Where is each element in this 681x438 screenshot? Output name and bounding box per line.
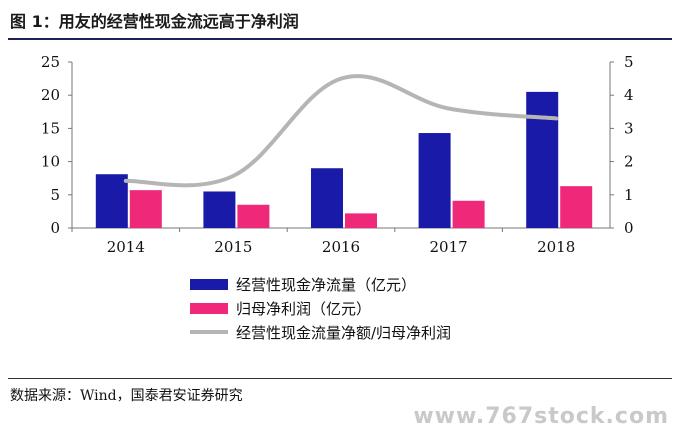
watermark: www.767stock.com bbox=[413, 404, 669, 429]
bar-cashflow bbox=[526, 91, 559, 228]
x-tick-label: 2017 bbox=[430, 238, 468, 256]
y-right-tick-label: 4 bbox=[624, 86, 634, 104]
bar-cashflow bbox=[311, 168, 343, 228]
bar-netprofit bbox=[560, 186, 593, 228]
x-tick-label: 2018 bbox=[537, 238, 575, 256]
bar-cashflow bbox=[95, 174, 128, 228]
legend-label-ratio: 经营性现金流量净额/归母净利润 bbox=[236, 323, 452, 342]
y-right-tick-label: 1 bbox=[624, 186, 634, 204]
y-left-tick-label: 15 bbox=[41, 119, 60, 137]
y-left-tick-label: 25 bbox=[41, 53, 60, 71]
y-right-tick-label: 2 bbox=[624, 153, 634, 171]
chart-title: 图 1：用友的经营性现金流远高于净利润 bbox=[10, 12, 299, 31]
combo-chart: 0 5 10 15 20 25 0 1 2 3 4 5 2014 2015 2016 2017 2018 bbox=[41, 53, 634, 256]
y-left-tick-label: 20 bbox=[41, 86, 60, 104]
legend-swatch-ratio bbox=[190, 330, 228, 334]
title-divider bbox=[8, 38, 672, 40]
bar-netprofit bbox=[237, 204, 270, 228]
x-tick-label: 2016 bbox=[322, 238, 360, 256]
legend-item-netprofit: 归母净利润（亿元） bbox=[190, 296, 451, 320]
legend-label-netprofit: 归母净利润（亿元） bbox=[236, 299, 372, 318]
bar-cashflow bbox=[203, 191, 236, 228]
legend-item-ratio: 经营性现金流量净额/归母净利润 bbox=[190, 320, 451, 344]
y-left-tick-label: 0 bbox=[50, 219, 60, 237]
y-left-tick-label: 5 bbox=[50, 186, 60, 204]
bar-netprofit bbox=[129, 190, 162, 228]
legend-swatch-netprofit bbox=[190, 302, 228, 314]
source-note: 数据来源：Wind，国泰君安证券研究 bbox=[10, 388, 243, 404]
source-divider bbox=[8, 378, 672, 379]
bar-netprofit bbox=[345, 213, 377, 228]
y-right-tick-label: 5 bbox=[624, 53, 634, 71]
x-tick-label: 2014 bbox=[107, 238, 145, 256]
bar-netprofit bbox=[452, 200, 485, 228]
y-left-tick-label: 10 bbox=[41, 153, 60, 171]
bar-cashflow bbox=[418, 133, 451, 228]
legend-label-cashflow: 经营性现金净流量（亿元） bbox=[236, 275, 417, 294]
y-right-tick-label: 3 bbox=[624, 119, 634, 137]
y-right-tick-label: 0 bbox=[624, 219, 634, 237]
legend-item-cashflow: 经营性现金净流量（亿元） bbox=[190, 272, 451, 296]
legend-swatch-cashflow bbox=[190, 278, 228, 290]
x-tick-label: 2015 bbox=[214, 238, 252, 256]
legend: 经营性现金净流量（亿元） 归母净利润（亿元） 经营性现金流量净额/归母净利润 bbox=[190, 272, 451, 344]
